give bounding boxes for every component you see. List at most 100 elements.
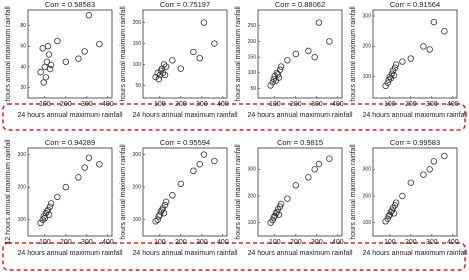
x-tick-label: 300 [81, 101, 93, 108]
point [75, 55, 82, 62]
y-axis-label: 12 hours annual maximum rainfall [5, 139, 12, 244]
point [45, 211, 53, 219]
point [190, 48, 197, 56]
y-tick-label: 200 [133, 184, 142, 190]
point [276, 66, 284, 73]
point [160, 61, 168, 68]
point [407, 55, 414, 62]
y-tick-label: 100 [248, 70, 257, 76]
point [162, 63, 170, 70]
point [390, 72, 398, 79]
y-tick-label: 200 [363, 44, 372, 50]
point [275, 74, 283, 81]
point [292, 50, 299, 58]
plot-frame [27, 147, 113, 237]
point [177, 65, 184, 72]
x-axis-label: 24 hours annual maximum rainfall [17, 112, 122, 119]
y-tick-label: 150 [133, 41, 142, 47]
x-tick-label: 400 [102, 101, 114, 108]
point [152, 218, 159, 225]
plot-frame [142, 147, 228, 237]
point [284, 57, 291, 64]
x-tick-label: 300 [311, 101, 323, 108]
point [39, 216, 46, 223]
point [159, 205, 167, 212]
point [385, 212, 392, 220]
point [41, 214, 48, 222]
x-tick-label: 200 [290, 239, 302, 246]
y-tick-label: 60 [20, 44, 26, 50]
x-tick-label: 100 [384, 101, 396, 108]
point [277, 200, 285, 208]
y-tick-label: 200 [248, 193, 257, 199]
point [47, 200, 55, 207]
x-tick-label: 400 [447, 239, 459, 246]
x-tick-label: 300 [196, 239, 208, 246]
x-tick-label: 200 [175, 101, 187, 108]
point [158, 206, 166, 214]
point [196, 54, 203, 62]
point [441, 28, 448, 35]
plot-frame [142, 9, 228, 99]
x-tick-label: 200 [405, 101, 417, 108]
x-tick-label: 100 [384, 239, 396, 246]
point [326, 38, 333, 45]
point [159, 69, 167, 77]
point [152, 73, 159, 81]
point [426, 166, 433, 173]
point [161, 201, 169, 209]
point [37, 219, 44, 227]
point [161, 71, 169, 79]
point [157, 208, 165, 215]
y-tick-label: 300 [133, 152, 142, 158]
chart-title: Corr = 0.88062 [275, 0, 325, 9]
point [42, 209, 50, 217]
y-tick-label: 100 [363, 220, 372, 226]
y-axis-label: hours annual maximum rainfall [235, 6, 242, 102]
point [388, 70, 396, 77]
y-tick-label: 50 [250, 86, 256, 92]
chart-title: Corr = 0.99583 [390, 138, 440, 147]
point [43, 208, 51, 215]
point [326, 155, 333, 162]
point [85, 11, 93, 19]
point [441, 152, 448, 160]
y-tick-label: 40 [20, 64, 26, 70]
point [284, 195, 291, 202]
x-tick-label: 200 [60, 239, 72, 246]
y-tick-label: 100 [363, 74, 372, 80]
y-tick-label: 100 [248, 220, 257, 226]
point [399, 192, 406, 200]
x-tick-label: 400 [332, 101, 344, 108]
point [426, 46, 433, 53]
point [315, 19, 323, 26]
x-tick-label: 200 [290, 101, 302, 108]
point [420, 43, 427, 50]
x-tick-label: 400 [217, 101, 229, 108]
x-axis-label: 24 hours annual maximum rainfall [17, 250, 122, 257]
point [42, 74, 50, 81]
point [54, 193, 61, 201]
point [96, 161, 103, 168]
y-tick-label: 200 [18, 184, 27, 190]
chart-title: Corr = 0.75197 [160, 0, 210, 9]
y-axis-label: hours annual maximum rainfall [350, 6, 357, 102]
point [390, 210, 398, 217]
point [75, 174, 82, 181]
y-axis-label: hours annual maximum rainfall [120, 144, 127, 240]
y-tick-label: 300 [18, 152, 27, 158]
point [275, 211, 283, 218]
x-axis-label: 24 hours annual maximum rainfall [132, 112, 237, 119]
x-tick-label: 300 [426, 101, 438, 108]
x-tick-label: 100 [39, 239, 51, 246]
point [46, 65, 54, 73]
point [305, 174, 312, 181]
x-tick-label: 300 [311, 239, 323, 246]
point [45, 51, 53, 58]
point [277, 63, 285, 70]
point [392, 61, 400, 68]
x-tick-label: 400 [102, 239, 114, 246]
y-tick-label: 50 [135, 83, 141, 89]
point [269, 79, 276, 86]
x-tick-label: 400 [332, 239, 344, 246]
